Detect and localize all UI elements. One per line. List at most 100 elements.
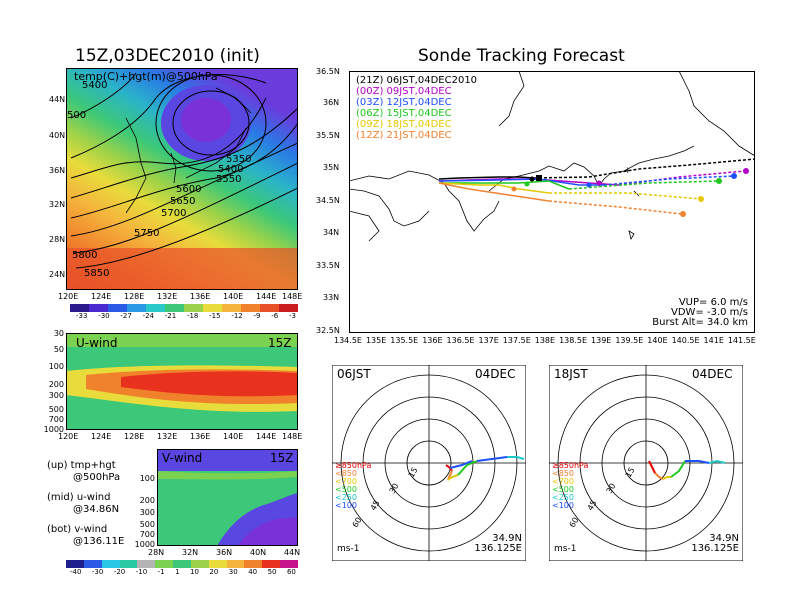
colorbar-label: 30 [228,568,238,576]
lon-tick: 148E [282,432,303,441]
lon-tick: 144E [256,432,277,441]
lon-tick: 134.5E [334,336,362,345]
p-tick: 1000 [43,425,64,434]
level-label: <250 [335,493,357,502]
lon-tick: 137.5E [502,336,531,345]
colorbar-label: -33 [76,312,88,320]
lat-tick: 33N [323,293,340,302]
note-3: (bot) v-wind @136.11E [47,524,124,548]
sonde-params: VUP= 6.0 m/s VDW= -3.0 m/s Burst Alt= 34… [648,298,748,328]
contour-label: 5350 [226,154,251,165]
lon-tick: 144E [256,292,277,301]
track-map: + [348,70,756,333]
colorbar-label: -21 [164,312,177,320]
hodograph-18jst [548,364,744,562]
contour-label: 5650 [170,196,195,207]
p-tick: 200 [48,380,64,389]
level-label: <500 [552,485,574,494]
temp-colorbar-labels: -33 -30 -27 -24 -21 -18 -15 -12 -9 -6 -3 [76,312,296,320]
level-label: <850 [552,469,574,478]
wind-colorbar [66,560,298,568]
lat-tick: 33.5N [316,261,340,270]
lon-tick: 141.5E [727,336,756,345]
hodo-location: 34.9N 136.125E [460,534,522,554]
v-wind-panel [157,449,298,546]
hodo-lon: 136.125E [691,543,739,554]
hodo-unit: ms-1 [337,544,360,554]
lat-tick: 32N [182,548,199,557]
hodo-lon: 136.125E [474,543,522,554]
note-line: (bot) v-wind [47,524,108,535]
p-tick: 200 [139,496,155,505]
lon-tick: 135E [365,336,387,345]
lat-tick: 35N [323,163,340,172]
colorbar-label: -1 [157,568,165,576]
note-2: (mid) u-wind @34.86N [47,492,119,516]
lon-tick: 140.5E [671,336,700,345]
level-label: <100 [552,501,574,510]
legend-06z: (06Z) 15JST,04DEC [356,108,452,119]
temp-colorbar [70,304,298,312]
lat-tick: 35.5N [316,131,340,140]
lat-tick: 44N [284,548,301,557]
u-wind-svg [66,333,298,430]
lat-tick: 24N [49,270,66,279]
colorbar-label: 50 [267,568,277,576]
hodo-unit: ms-1 [554,544,577,554]
legend-09z: (09Z) 18JST,04DEC [356,119,452,130]
vdw: VDW= -3.0 m/s [671,307,748,318]
p-tick: 700 [139,530,155,539]
level-label: ≥850hPa [335,461,372,470]
lon-tick: 141E [703,336,724,345]
legend-03z: (03Z) 12JST,04DEC [356,97,452,108]
colorbar-label: -3 [288,312,296,320]
hodo-date: 04DEC [692,367,733,381]
contour-label: 5400 [82,80,107,91]
colorbar-label: 1 [175,568,180,576]
lon-tick: 137E [478,336,499,345]
colorbar-label: -9 [253,312,261,320]
contour-label: 5550 [216,174,241,185]
colorbar-label: -15 [209,312,221,320]
left-map-title: 15Z,03DEC2010 (init) [75,46,260,66]
legend-12z: (12Z) 21JST,04DEC [356,130,452,141]
p-tick: 700 [48,415,64,424]
hodo-time: 06JST [337,367,371,381]
lat-tick: 34.5N [316,196,340,205]
p-tick: 300 [48,391,64,400]
track-lines-svg [349,71,756,333]
lat-tick: 34N [323,228,340,237]
colorbar-label: 20 [209,568,219,576]
colorbar-label: -24 [142,312,154,320]
note-line: @136.11E [73,536,125,547]
p-tick: 1000 [134,540,155,549]
hodo-date: 04DEC [475,367,516,381]
hodo-time: 18JST [554,367,588,381]
u-wind-panel [66,333,298,430]
lon-tick: 128E [124,432,145,441]
contour-label: 5850 [84,268,109,279]
lon-tick: 140E [223,432,244,441]
p-tick: 30 [53,329,64,338]
p-tick: 50 [53,345,64,354]
colorbar-label: -10 [135,568,148,576]
note-line: @500hPa [73,472,121,483]
lat-tick: 32.5N [316,326,340,335]
track-legend: (21Z) 06JST,04DEC2010 (00Z) 09JST,04DEC … [356,75,477,141]
colorbar-label: -18 [186,312,199,320]
contour-label: 5800 [72,250,97,261]
hodo-levels: ≥850hPa <850 <700 <500 <250 <100 [552,462,588,510]
note-line: (mid) u-wind [47,492,111,503]
lon-ticks-right: 134.5E 135E 135.5E 136E 136.5E 137E 137.… [334,336,756,345]
legend-00z: (00Z) 09JST,04DEC [356,86,452,97]
contour-label: 5600 [176,184,201,195]
track-map-svg: + [348,70,756,333]
lat-tick: 32N [49,200,66,209]
contour-label: 5400 [218,164,243,175]
level-label: <700 [552,477,574,486]
hodo-levels: ≥850hPa <850 <700 <500 <250 <100 [335,462,371,510]
lon-tick: 148E [282,292,303,301]
note-line: (up) tmp+hgt [47,460,116,471]
level-label: <500 [335,485,357,494]
note-line: @34.86N [73,504,120,515]
